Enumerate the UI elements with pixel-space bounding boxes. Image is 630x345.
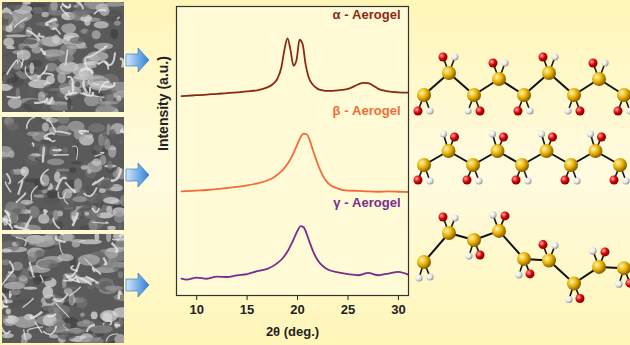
svg-text:25: 25: [341, 302, 355, 317]
svg-text:10: 10: [189, 302, 203, 317]
svg-text:15: 15: [240, 302, 254, 317]
svg-text:γ - Aerogel: γ - Aerogel: [333, 195, 400, 210]
svg-text:Intensity (a.u.): Intensity (a.u.): [155, 56, 171, 151]
svg-text:20: 20: [290, 302, 304, 317]
svg-text:2θ (deg.): 2θ (deg.): [266, 324, 319, 339]
svg-text:30: 30: [391, 302, 405, 317]
svg-text:α - Aerogel: α - Aerogel: [333, 7, 401, 22]
svg-text:β - Aerogel: β - Aerogel: [333, 103, 401, 118]
